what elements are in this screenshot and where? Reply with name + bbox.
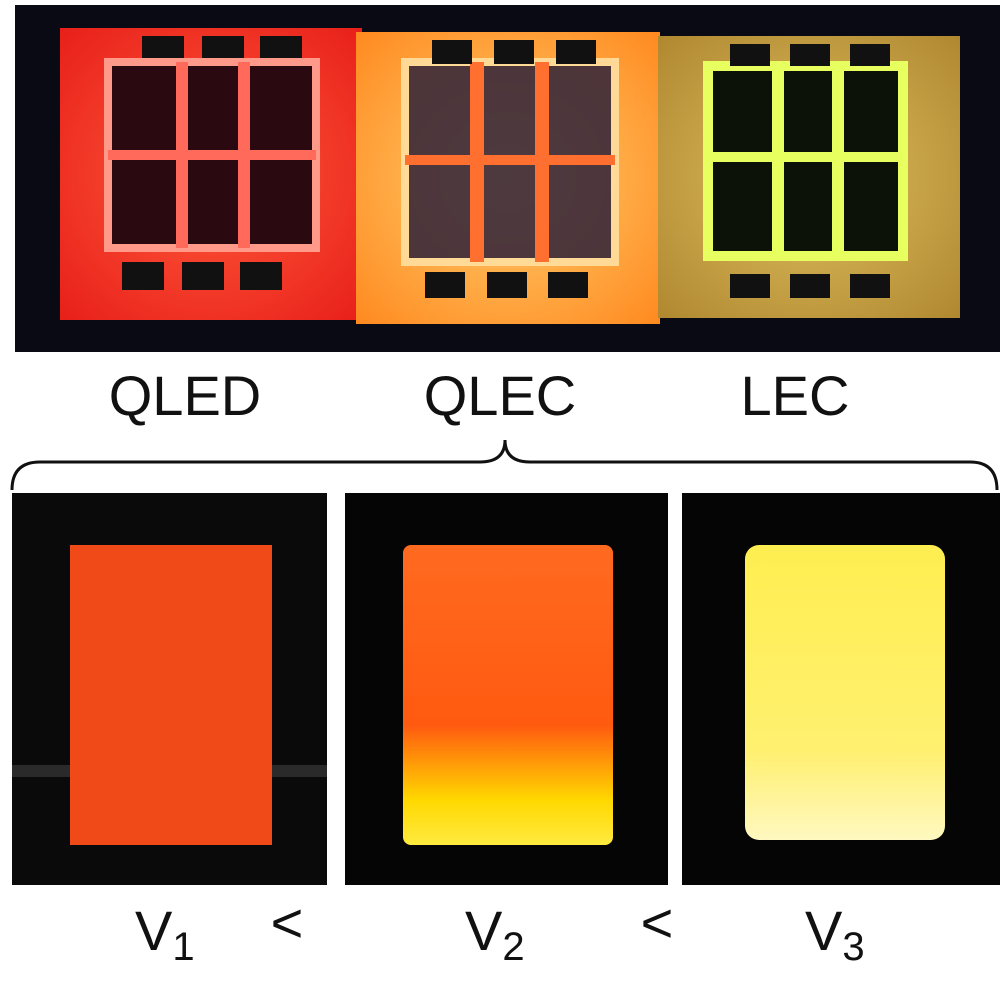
comparator: < <box>641 891 674 954</box>
voltage-symbol: V <box>465 899 503 962</box>
comparator: < <box>271 891 304 954</box>
voltage-subscript: 3 <box>842 925 864 969</box>
voltage-label: V3 <box>805 899 865 969</box>
voltage-symbol: V <box>135 899 173 962</box>
voltage-subscript: 2 <box>502 925 524 969</box>
voltage-label: V2 <box>465 899 525 969</box>
device-label: QLEC <box>424 364 577 427</box>
device-photo <box>15 5 1000 352</box>
voltage-subscript: 1 <box>172 925 194 969</box>
brace <box>10 439 999 491</box>
device-label: LEC <box>741 364 850 427</box>
voltage-photos <box>12 493 1000 885</box>
voltage-symbol: V <box>805 899 843 962</box>
voltage-label: V1 <box>135 899 195 969</box>
device-label: QLED <box>109 364 262 427</box>
